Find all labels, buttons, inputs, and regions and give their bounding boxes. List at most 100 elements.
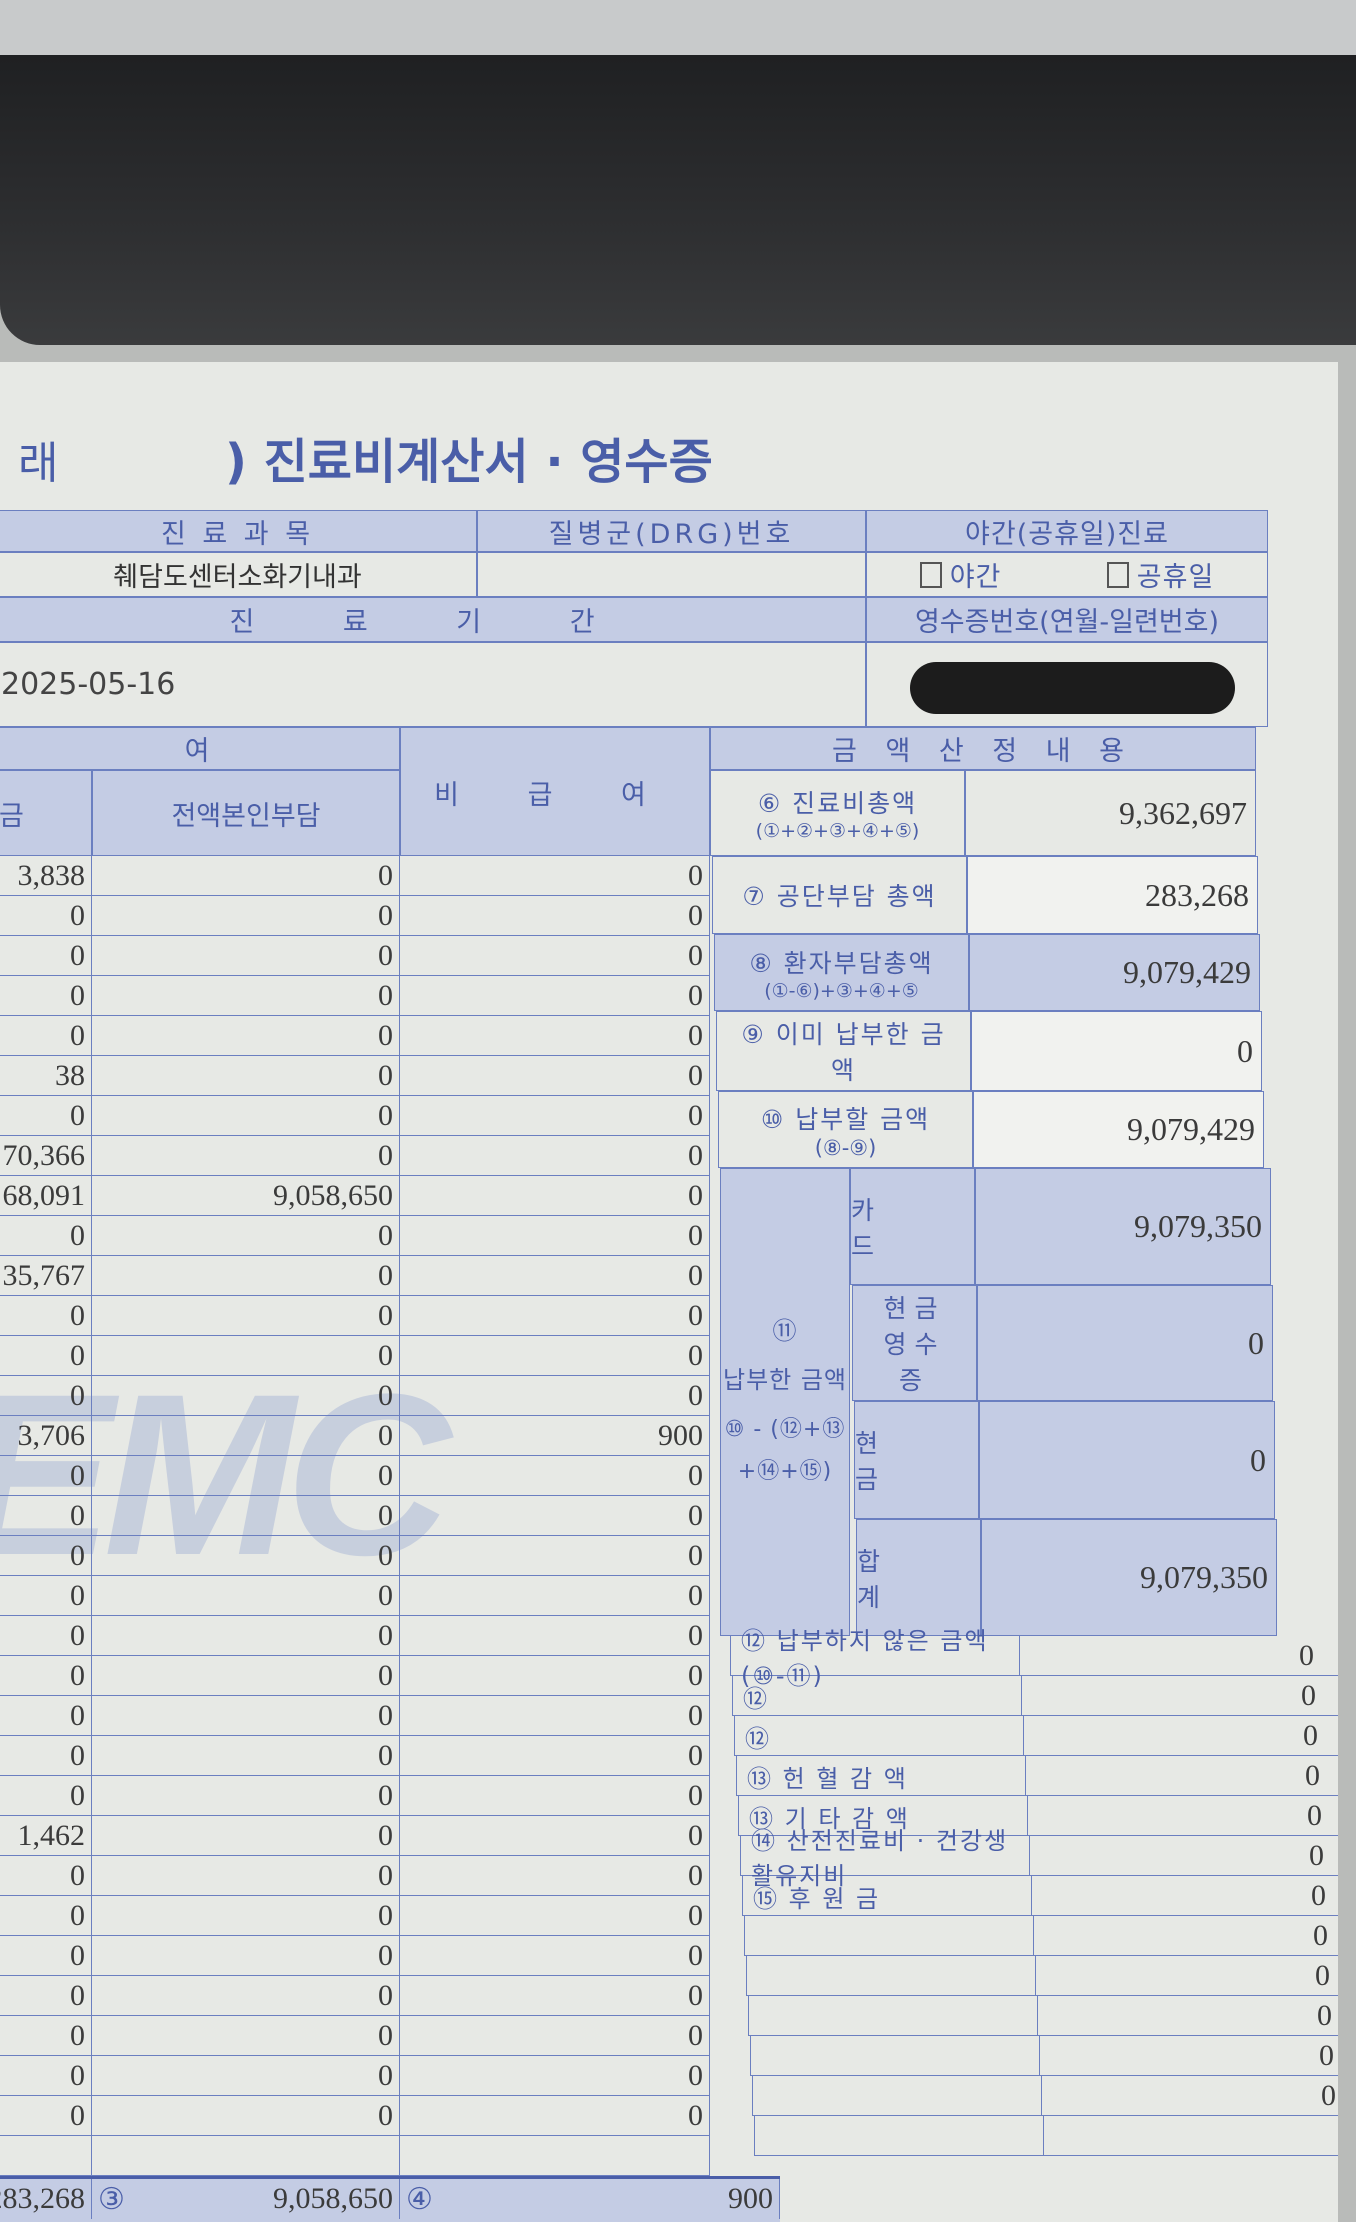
- col-a-cell: 0: [0, 2056, 92, 2096]
- deduction-value: 0: [1309, 1839, 1324, 1872]
- col-b-cell: 0: [92, 2016, 400, 2056]
- col-c-cell: 0: [400, 1856, 710, 1896]
- col-b-cell: 0: [92, 1216, 400, 1256]
- col-a-cell: 0: [0, 1576, 92, 1616]
- dept-value: 췌담도센터소화기내과: [0, 552, 477, 597]
- deduction-label: [748, 1996, 1038, 2036]
- col-b-cell: 0: [92, 1936, 400, 1976]
- total-label: ⑥ 진료비총액: [757, 789, 918, 818]
- col-b-cell: 0: [92, 1256, 400, 1296]
- deduction-label: [752, 2076, 1042, 2116]
- col-b-cell: 0: [92, 1376, 400, 1416]
- col-a-cell: 0: [0, 1336, 92, 1376]
- totals-row: 283,268 ③ 9,058,650 ④ 900: [0, 2176, 780, 2222]
- col-a-cell: 68,091: [0, 1176, 92, 1216]
- table-row: 68,091 9,058,650 0: [0, 1176, 710, 1216]
- col-b-cell: 0: [92, 896, 400, 936]
- col-b-cell: 0: [92, 1416, 400, 1456]
- paid-label: 납부한 금액: [722, 1366, 848, 1394]
- col-b-cell: 0: [92, 1976, 400, 2016]
- insurer-value: 283,268: [967, 856, 1258, 934]
- deduction-row: ⑭ 산전진료비 · 건강생활유지비 0: [740, 1827, 1338, 1890]
- table-row: 3,706 0 900: [0, 1416, 710, 1456]
- total-formula: (①+②+③+④+⑤): [755, 820, 920, 842]
- col-c-cell: 0: [400, 976, 710, 1016]
- col-c-header: 비 급 여: [400, 727, 710, 856]
- col-b-cell: 0: [92, 1336, 400, 1376]
- col-c-cell: 0: [400, 1056, 710, 1096]
- col-a-cell: 0: [0, 1736, 92, 1776]
- col-b-cell: 0: [92, 1456, 400, 1496]
- deduction-row: 0: [744, 1916, 1338, 1956]
- page-title: ) 진료비계산서 · 영수증: [225, 434, 713, 490]
- receipt-no-cell: [866, 642, 1268, 727]
- col-c-cell: 0: [400, 1576, 710, 1616]
- col-c-cell: 0: [400, 1736, 710, 1776]
- col-a-cell: 0: [0, 1536, 92, 1576]
- col-a-cell: 0: [0, 1616, 92, 1656]
- col-b-cell: 0: [92, 1136, 400, 1176]
- col-b-cell: 0: [92, 2056, 400, 2096]
- col-c-cell: 0: [400, 1696, 710, 1736]
- col-a-cell: 0: [0, 1776, 92, 1816]
- deduction-label: ⑮ 후 원 금: [742, 1876, 1032, 1916]
- col-a-cell: 0: [0, 1936, 92, 1976]
- holiday-checkbox[interactable]: 공휴일: [1106, 555, 1215, 594]
- col-c-cell: 0: [400, 2016, 710, 2056]
- deduction-value: 0: [1303, 1719, 1318, 1752]
- insurer-label: ⑦ 공단부담 총액: [712, 856, 967, 934]
- col-b-cell: 0: [92, 856, 400, 896]
- deduction-value: 0: [1315, 1959, 1330, 1992]
- col-a-cell: 0: [0, 1896, 92, 1936]
- col-b-cell: 0: [92, 1896, 400, 1936]
- night-checkbox[interactable]: 야간: [919, 555, 1002, 594]
- col-a-cell: 0: [0, 1296, 92, 1336]
- deduction-row: 0: [748, 1996, 1338, 2036]
- col-b-cell: 0: [92, 1576, 400, 1616]
- cash-value: 0: [979, 1401, 1275, 1519]
- col-b-cell: 0: [92, 1856, 400, 1896]
- col-c-cell: 0: [400, 1496, 710, 1536]
- col-a-cell: 0: [0, 896, 92, 936]
- receipt-paper: EMC 래 ) 진료비계산서 · 영수증 진 료 과 목 질병군(DRG)번호 …: [0, 362, 1338, 2222]
- total-value: 9,362,697: [965, 770, 1256, 856]
- total-col-b: 9,058,650: [273, 2182, 393, 2215]
- col-a-cell: 35,767: [0, 1256, 92, 1296]
- col-c-cell: 0: [400, 1776, 710, 1816]
- period-value: 2025-05-16: [0, 642, 866, 727]
- col-a-cell: 0: [0, 1216, 92, 1256]
- col-a-header: 금: [0, 770, 92, 856]
- table-row: 1,462 0 0: [0, 1816, 710, 1856]
- deduction-label: ⑫ 납부하지 않은 금액(⑩-⑪): [730, 1627, 1020, 1690]
- col-a-cell: 0: [0, 2016, 92, 2056]
- total-col-c-mark: ④: [406, 2182, 433, 2216]
- total-col-b-mark: ③: [98, 2182, 125, 2216]
- redaction-mark: [910, 662, 1235, 714]
- col-b-cell: 0: [92, 1656, 400, 1696]
- col-c-cell: 0: [400, 1816, 710, 1856]
- col-a-cell: 0: [0, 1376, 92, 1416]
- due-value: 9,079,429: [973, 1091, 1264, 1168]
- total-col-c: 900: [728, 2182, 773, 2215]
- sum-label: 합 계: [856, 1519, 981, 1636]
- deduction-label: ⑫: [732, 1676, 1022, 1716]
- cash-receipt-value: 0: [977, 1285, 1273, 1401]
- receipt-no-header: 영수증번호(연월-일련번호): [866, 597, 1268, 642]
- col-b-cell: 0: [92, 1736, 400, 1776]
- prepaid-value: 0: [971, 1011, 1262, 1091]
- patient-label: ⑧ 환자부담총액: [749, 948, 934, 978]
